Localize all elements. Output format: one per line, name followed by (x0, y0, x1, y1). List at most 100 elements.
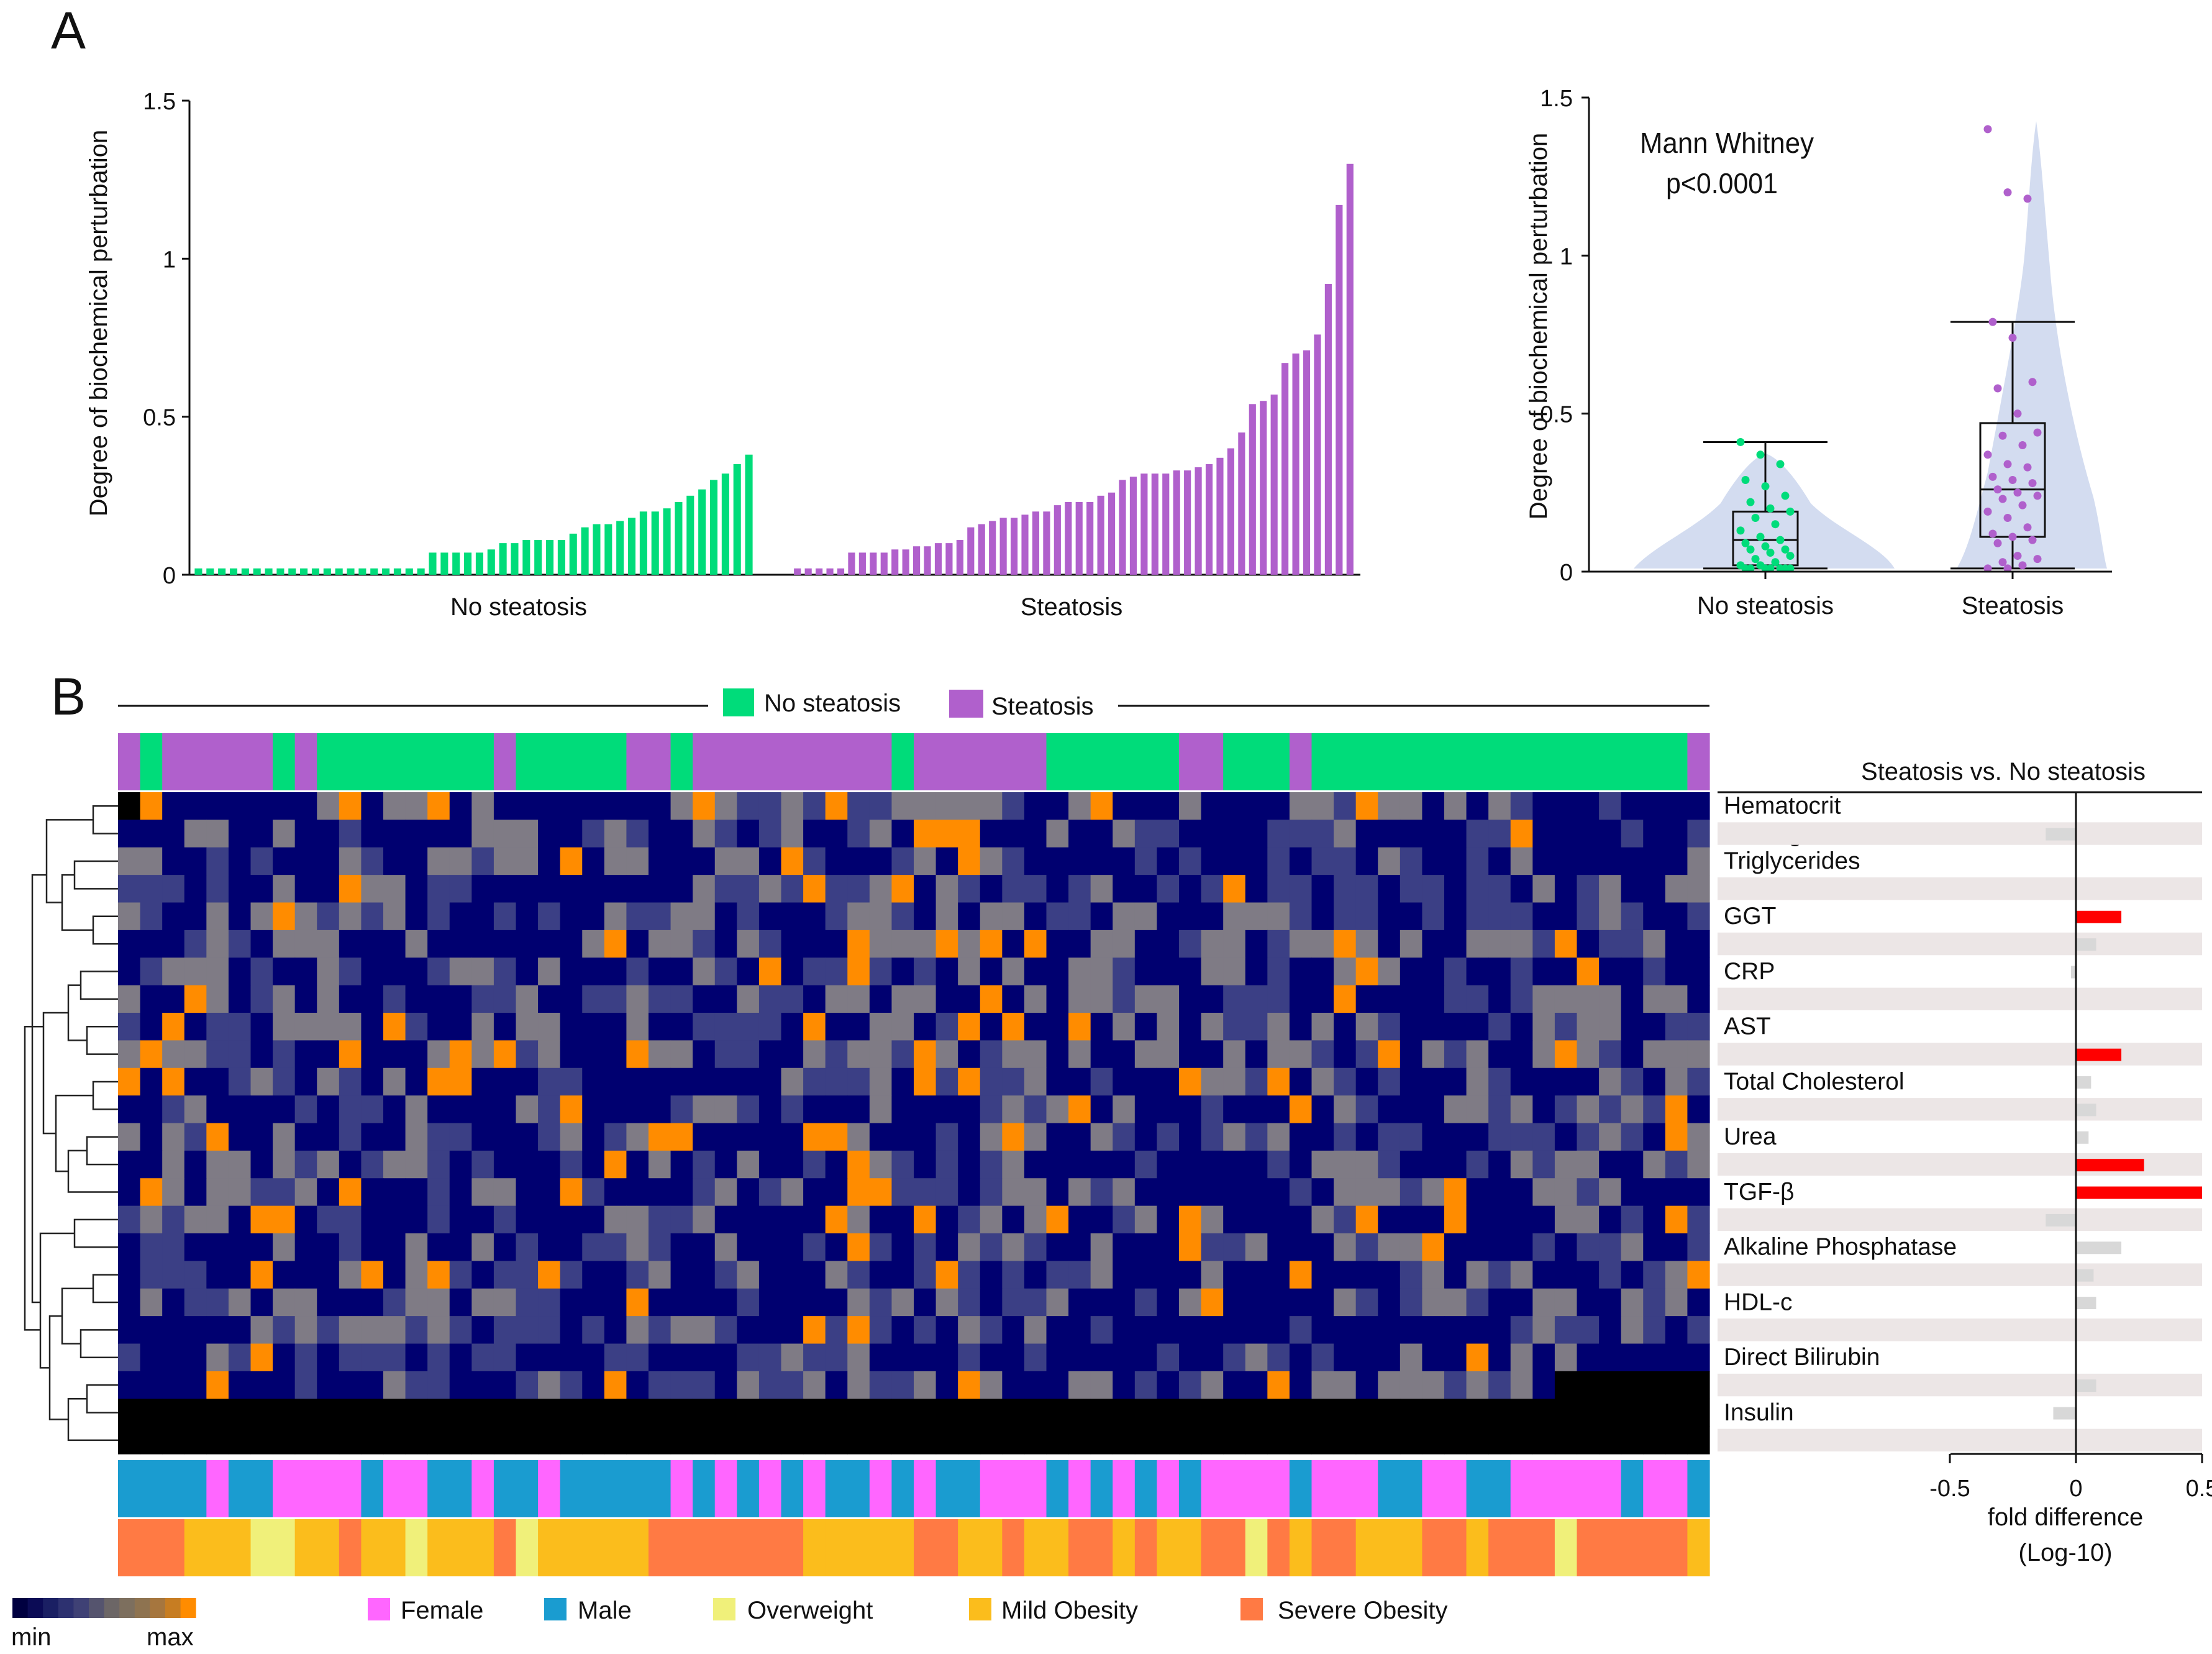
box-plot-x-label-steatosis: Steatosis (1962, 592, 2064, 619)
bmi-annotation-cell (758, 1519, 782, 1576)
bmi-annotation-cell (1245, 1519, 1268, 1576)
heatmap-cell (649, 1261, 671, 1289)
heatmap-cell (1599, 847, 1622, 875)
legend-label-male: Male (578, 1597, 632, 1624)
heatmap-cell (891, 820, 914, 848)
heatmap-cell (1577, 930, 1600, 958)
heatmap-cell (1687, 1040, 1710, 1069)
heatmap-cell (206, 1123, 229, 1151)
heatmap-cell (1665, 1343, 1688, 1372)
heatmap-cell (1599, 957, 1622, 986)
heatmap-cell (1444, 875, 1467, 903)
heatmap-cell (162, 1205, 185, 1234)
heatmap-cell (1223, 957, 1246, 986)
heatmap-cell (294, 1013, 317, 1041)
heatmap-cell (1311, 902, 1334, 931)
heatmap-cell (538, 875, 561, 903)
heatmap-cell (1090, 1067, 1113, 1096)
heatmap-cell (140, 985, 163, 1013)
heatmap-cell (847, 957, 870, 986)
bar-no-steatosis (698, 489, 706, 575)
heatmap-cell (118, 1123, 141, 1151)
heatmap-cell (427, 820, 450, 848)
heatmap-cell (1466, 1288, 1489, 1317)
bar-no-steatosis (557, 540, 565, 575)
heatmap-cell (118, 1261, 141, 1289)
bar-steatosis (794, 568, 801, 575)
heatmap-cell (1532, 1067, 1555, 1096)
sex-annotation-cell (649, 1460, 671, 1517)
heatmap-cell (1113, 820, 1136, 848)
heatmap-cell (1444, 930, 1467, 958)
heatmap-cell (538, 1371, 561, 1399)
heatmap-cell (1002, 1343, 1025, 1372)
heatmap-cell (250, 930, 273, 958)
sex-annotation-cell (250, 1460, 273, 1517)
heatmap-cell (626, 1178, 649, 1207)
heatmap-cell (1223, 1426, 1246, 1455)
heatmap-cell (891, 1316, 914, 1345)
heatmap-cell (294, 1233, 317, 1261)
heatmap-cell (1378, 1343, 1401, 1372)
heatmap-cell (140, 1288, 163, 1317)
point-steatosis (2033, 491, 2042, 500)
bar-steatosis (1021, 514, 1029, 575)
heatmap-cell (250, 1288, 273, 1317)
bar-no-steatosis (745, 454, 753, 575)
heatmap-cell (206, 902, 229, 931)
dendrogram-branch (24, 1025, 43, 1331)
heatmap-cell (471, 902, 494, 931)
heatmap-cell (250, 1343, 273, 1372)
heatmap-cell (427, 1040, 450, 1069)
heatmap-cell (1068, 1343, 1091, 1372)
heatmap-cell (538, 1288, 561, 1317)
heatmap-cell (383, 1123, 406, 1151)
heatmap-cell (869, 985, 893, 1013)
sex-annotation-cell (604, 1460, 627, 1517)
group-annotation-cell (228, 733, 252, 790)
sex-annotation-cell (118, 1460, 141, 1517)
heatmap-cell (1179, 820, 1202, 848)
heatmap-cell (1643, 820, 1666, 848)
heatmap-cell (670, 1178, 693, 1207)
bar-steatosis (945, 543, 953, 575)
heatmap-cell (1334, 820, 1357, 848)
heatmap-cell (1599, 1205, 1622, 1234)
heatmap-cell (737, 1371, 760, 1399)
heatmap-cell (383, 1150, 406, 1179)
heatmap-cell (184, 1067, 207, 1096)
heatmap-cell (317, 847, 340, 875)
bmi-annotation-cell (493, 1519, 517, 1576)
heatmap-cell (1378, 1013, 1401, 1041)
bar-steatosis (1238, 432, 1245, 575)
heatmap-cell (1400, 847, 1423, 875)
group-annotation-cell (1134, 733, 1158, 790)
heatmap-cell (1289, 1426, 1313, 1455)
heatmap-cell (670, 1013, 693, 1041)
heatmap-cell (405, 1316, 428, 1345)
heatmap-cell (1444, 1123, 1467, 1151)
bmi-annotation-cell (1687, 1519, 1710, 1576)
heatmap-cell (162, 957, 185, 986)
heatmap-cell (560, 1343, 583, 1372)
heatmap-cell (383, 1233, 406, 1261)
heatmap-cell (1311, 1288, 1334, 1317)
heatmap-cell (361, 1261, 384, 1289)
heatmap-cell (1378, 875, 1401, 903)
bmi-annotation-cell (383, 1519, 406, 1576)
heatmap-cell (361, 1095, 384, 1124)
point-no-steatosis (1786, 564, 1795, 573)
bar-steatosis (967, 527, 975, 575)
heatmap-cell (869, 820, 893, 848)
heatmap-cell (228, 1123, 252, 1151)
heatmap-cell (471, 1067, 494, 1096)
heatmap-cell (958, 1013, 981, 1041)
heatmap-cell (1422, 1178, 1445, 1207)
heatmap-cell (405, 1178, 428, 1207)
heatmap-cell (847, 1399, 870, 1427)
heatmap-cell (1311, 1013, 1334, 1041)
heatmap-cell (1532, 1150, 1555, 1179)
sex-annotation-cell (1378, 1460, 1401, 1517)
heatmap-cell (1090, 1426, 1113, 1455)
heatmap-cell (1245, 875, 1268, 903)
